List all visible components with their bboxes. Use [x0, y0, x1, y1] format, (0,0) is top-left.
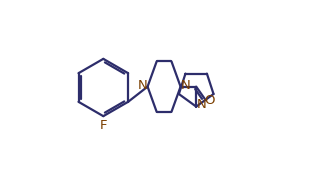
Text: N: N — [197, 98, 206, 111]
Text: O: O — [204, 94, 215, 107]
Text: F: F — [100, 119, 107, 132]
Text: N: N — [138, 79, 148, 92]
Text: N: N — [180, 79, 190, 92]
